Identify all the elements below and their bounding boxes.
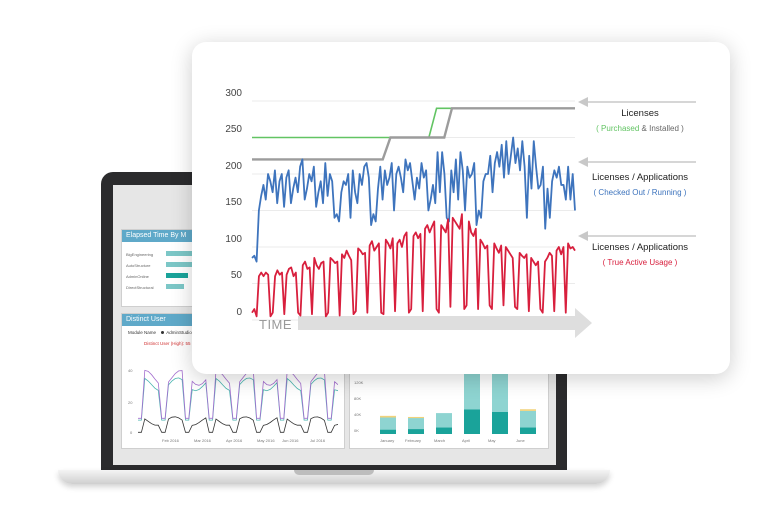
monthly-bar-chart xyxy=(380,368,536,434)
series-checked-out-line xyxy=(251,136,576,263)
distinct-user-ytick: 40 xyxy=(128,368,133,373)
distinct-user-month: Feb 2016 xyxy=(162,438,179,443)
legend-checked-out-title: Licenses / Applications xyxy=(591,172,689,183)
elapsed-row-bar xyxy=(166,273,188,278)
mini-bar-light xyxy=(492,370,508,412)
mini-dark-line xyxy=(138,416,338,433)
monthly-month: January xyxy=(380,438,395,443)
y-tick-label: 100 xyxy=(225,234,242,245)
distinct-user-month: May 2016 xyxy=(257,438,275,443)
mini-bar-yellow xyxy=(380,415,396,418)
elapsed-row-bar xyxy=(166,284,184,289)
legend-licenses-sub: ( Purchased & Installed ) xyxy=(580,124,700,133)
monthly-month: April xyxy=(462,438,471,443)
legend-licenses-title: Licenses xyxy=(621,108,659,119)
legend-active-sub: ( True Active Usage ) xyxy=(602,258,678,267)
legend-checked-out-sub: ( Checked Out / Running ) xyxy=(593,188,687,197)
mini-bar-light xyxy=(380,417,396,430)
y-tick-label: 50 xyxy=(230,270,242,281)
panel-elapsed-time: Elapsed Time By M BigEngineering AutoStr… xyxy=(121,229,203,307)
series-installed-line xyxy=(252,107,575,161)
elapsed-row-bar xyxy=(166,251,194,256)
y-tick-label: 200 xyxy=(225,161,242,172)
mini-bar-yellow xyxy=(408,416,424,419)
mini-purple-line xyxy=(138,369,338,419)
distinct-user-month: Mar 2016 xyxy=(194,438,211,443)
mini-bar-teal xyxy=(436,427,452,434)
mini-bar-teal xyxy=(520,427,536,434)
mini-bar-light xyxy=(436,413,452,428)
series-active-usage-line xyxy=(251,213,576,318)
elapsed-row-label: AutoStructure xyxy=(126,263,151,268)
mini-bar-light xyxy=(464,368,480,410)
elapsed-row-label: BigEngineering xyxy=(126,252,154,257)
monthly-month: March xyxy=(434,438,446,443)
distinct-user-chart xyxy=(138,369,338,433)
distinct-user-month: Apr 2016 xyxy=(226,438,243,443)
series-purchased-line xyxy=(252,107,575,139)
legend-purchased: ( Purchased xyxy=(596,124,640,133)
laptop-notch xyxy=(294,470,374,475)
monthly-ytick: 0K xyxy=(354,428,359,433)
panel-monthly-bars: 120K 80K 40K 0K January February March A… xyxy=(349,367,549,449)
mini-bar-teal xyxy=(408,429,424,434)
license-usage-card: 300 250 200 150 100 50 0 TIME Licenses (… xyxy=(192,42,730,374)
legend-arrow xyxy=(578,157,696,167)
monthly-ytick: 80K xyxy=(354,396,362,401)
mini-bar-teal xyxy=(380,429,396,434)
legend-active-title: Licenses / Applications xyxy=(591,242,689,253)
license-usage-chart xyxy=(251,97,696,338)
mini-bar-teal xyxy=(464,409,480,434)
y-tick-label: 250 xyxy=(225,124,242,135)
panel-distinct-user-note: Distinct User (High): 55 xyxy=(144,341,191,346)
time-arrow xyxy=(298,308,592,338)
monthly-month: February xyxy=(405,438,422,443)
mini-bar-light xyxy=(408,418,424,430)
legend-arrow xyxy=(578,97,696,107)
panel-distinct-user-legend: Module Name AdminStudio xyxy=(128,330,192,335)
mini-bar-teal xyxy=(492,412,508,434)
monthly-ytick: 120K xyxy=(354,380,364,385)
laptop-base xyxy=(58,470,610,484)
legend-admin-studio: AdminStudio xyxy=(166,330,192,335)
mini-bar-light xyxy=(520,410,536,428)
legend-installed: Installed ) xyxy=(649,124,684,133)
distinct-user-month: Jun 2016 xyxy=(282,438,299,443)
distinct-user-ytick: 0 xyxy=(130,430,133,435)
monthly-ytick: 40K xyxy=(354,412,362,417)
y-tick-label: 0 xyxy=(236,307,242,318)
legend-ampersand: & xyxy=(641,124,647,133)
y-tick-label: 300 xyxy=(225,88,242,99)
monthly-month: June xyxy=(516,438,525,443)
legend-arrow xyxy=(578,231,696,241)
elapsed-row-bar xyxy=(166,262,192,267)
elapsed-row-label: AdminOnline xyxy=(126,274,149,279)
mini-bar-yellow xyxy=(520,409,536,411)
legend-dot xyxy=(161,331,165,334)
elapsed-row-label: DirectStructural xyxy=(126,285,154,290)
monthly-month: May xyxy=(488,438,496,443)
distinct-user-ytick: 20 xyxy=(128,400,133,405)
distinct-user-month: Jul 2016 xyxy=(310,438,326,443)
y-tick-label: 150 xyxy=(225,197,242,208)
panel-elapsed-time-title: Elapsed Time By M xyxy=(122,230,202,242)
legend-module-name: Module Name xyxy=(128,330,157,335)
x-axis-label: TIME xyxy=(259,317,293,332)
